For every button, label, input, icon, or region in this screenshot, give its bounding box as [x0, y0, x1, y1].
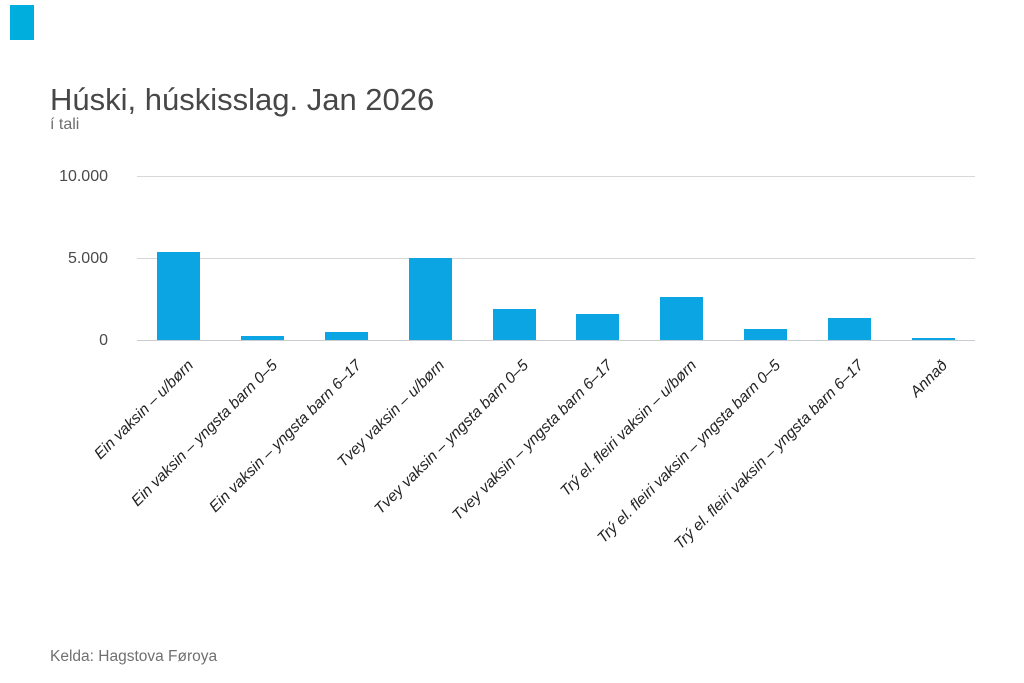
y-axis-tick-label: 10.000: [59, 167, 108, 185]
bar-6[interactable]: [576, 314, 620, 341]
chart-subtitle: í tali: [50, 116, 80, 133]
bar-10[interactable]: [911, 337, 955, 341]
gridline-10000: [137, 176, 975, 177]
hagstova-logo-square: [10, 5, 34, 40]
gridline-5000: [137, 258, 975, 259]
x-axis-category-label: Annað: [907, 357, 952, 401]
bar-1[interactable]: [157, 251, 201, 341]
bar-4[interactable]: [408, 257, 452, 341]
bar-5[interactable]: [492, 308, 536, 341]
x-axis-category-label: Ein vaksin – yngsta barn 6–17: [205, 357, 365, 516]
bar-2[interactable]: [241, 335, 285, 341]
x-axis-category-label: Trý el. fleiri vaksin – yngsta barn 0–5: [593, 357, 784, 547]
chart-title: Húski, húskisslag. Jan 2026: [50, 82, 435, 117]
y-axis-tick-label: 0: [99, 331, 108, 349]
x-axis-category-label: Trý el. fleiri vaksin – u/børn: [556, 357, 700, 500]
bar-3[interactable]: [325, 332, 368, 341]
bar-9[interactable]: [827, 317, 871, 341]
x-axis-category-label: Tvey vaksin – yngsta barn 6–17: [449, 357, 616, 524]
gridline-0: [137, 340, 975, 341]
y-axis-tick-label: 5.000: [67, 249, 108, 267]
x-axis-category-label: Trý el. fleiri vaksin – yngsta barn 6–17: [671, 357, 868, 553]
source-note: Kelda: Hagstova Føroya: [50, 648, 218, 665]
bar-8[interactable]: [744, 329, 787, 341]
bar-7[interactable]: [660, 297, 704, 341]
x-axis-category-label: Ein vaksin – yngsta barn 0–5: [127, 357, 281, 510]
x-axis-category-label: Tvey vaksin – yngsta barn 0–5: [371, 357, 533, 518]
